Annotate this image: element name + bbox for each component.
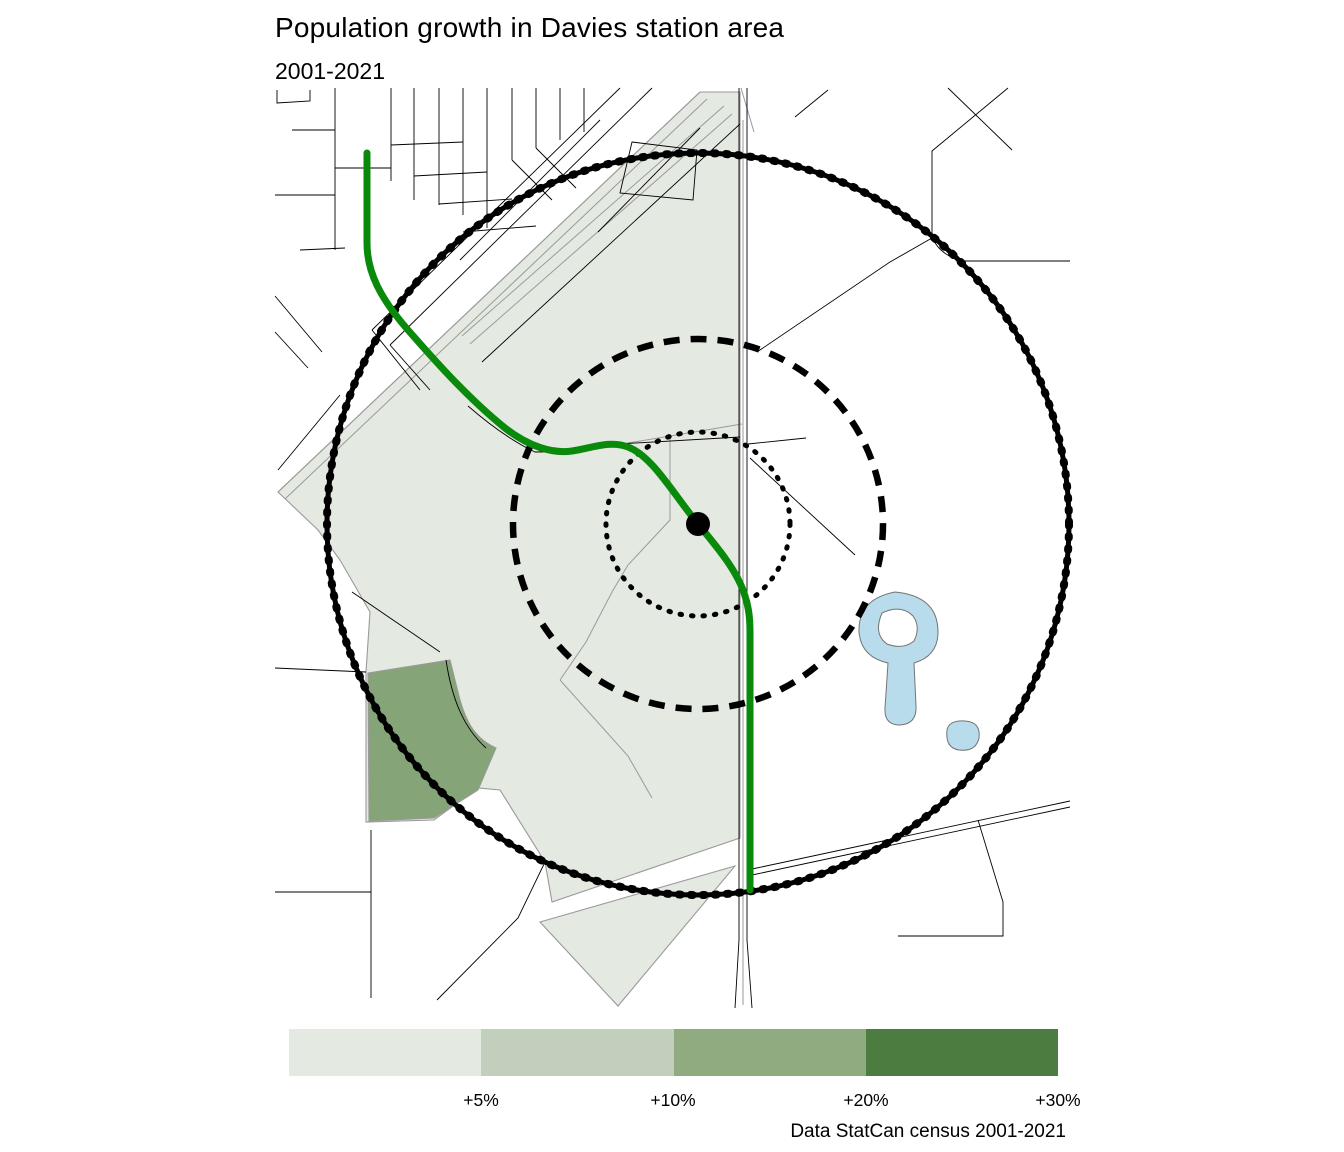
water-bodies — [858, 591, 980, 751]
legend-swatch-4 — [865, 1029, 1058, 1076]
legend-label-5pct: +5% — [463, 1090, 499, 1110]
census-tracts — [277, 91, 741, 1007]
buffer-ring-outer-texture — [323, 149, 1073, 899]
page-title: Population growth in Davies station area — [275, 12, 785, 43]
legend-color-bar — [289, 1029, 1058, 1076]
buffer-ring-middle — [509, 335, 887, 713]
legend-swatch-2 — [481, 1029, 674, 1076]
legend-label-30pct: +30% — [1035, 1090, 1081, 1110]
data-source-caption: Data StatCan census 2001-2021 — [790, 1121, 1066, 1142]
pond-small — [946, 720, 980, 751]
transit-line — [363, 149, 754, 894]
legend-swatch-3 — [673, 1029, 866, 1076]
tract-central-band — [277, 91, 741, 903]
legend-label-20pct: +20% — [843, 1090, 889, 1110]
tract-south-point — [538, 864, 737, 1007]
tract-high-growth — [367, 659, 497, 822]
buffer-ring-inner — [603, 429, 793, 619]
lake-large — [858, 591, 939, 726]
page-subtitle: 2001-2021 — [275, 58, 385, 84]
buffer-rings — [323, 149, 1073, 899]
legend-swatch-1 — [289, 1029, 482, 1076]
legend-label-10pct: +10% — [650, 1090, 696, 1110]
station-marker — [686, 512, 710, 536]
